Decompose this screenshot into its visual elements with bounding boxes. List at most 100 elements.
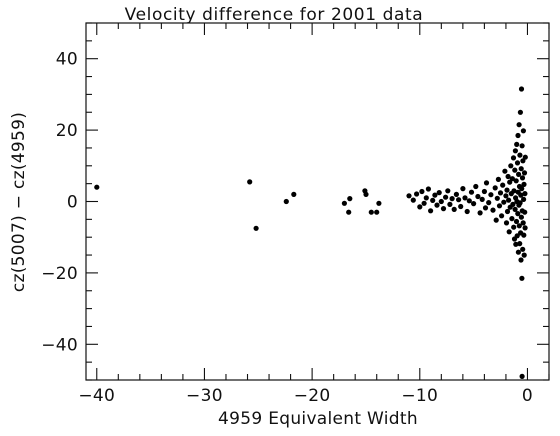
data-point	[451, 206, 457, 212]
data-point	[509, 216, 515, 222]
data-point	[507, 179, 513, 185]
data-point	[513, 241, 519, 247]
data-point	[482, 205, 489, 211]
data-point	[466, 198, 472, 204]
data-point	[517, 109, 524, 115]
data-point	[432, 192, 438, 198]
x-tick-label: −30	[186, 386, 223, 406]
data-point	[521, 196, 527, 202]
data-point	[428, 208, 434, 214]
data-point	[291, 191, 297, 197]
data-point	[468, 189, 475, 195]
data-point	[518, 214, 525, 220]
data-point	[504, 208, 511, 215]
data-point	[519, 143, 525, 149]
data-point	[512, 148, 519, 154]
data-point	[508, 163, 514, 169]
data-point	[434, 202, 440, 208]
data-point	[496, 203, 503, 209]
data-point	[518, 257, 524, 263]
y-axis-label: cz(5007) − cz(4959)	[9, 112, 29, 292]
data-point	[447, 201, 453, 207]
y-tick-label: −20	[41, 264, 78, 284]
x-tick-label: −40	[78, 386, 115, 406]
data-point	[520, 220, 526, 226]
data-point	[522, 209, 528, 215]
data-point	[406, 193, 412, 199]
data-point	[510, 155, 517, 161]
data-point	[453, 191, 459, 197]
data-point	[347, 196, 353, 202]
data-point	[520, 128, 527, 134]
data-point	[517, 241, 523, 247]
data-point	[503, 220, 510, 226]
data-point	[460, 186, 466, 192]
data-point	[511, 188, 517, 194]
data-point	[522, 191, 528, 197]
data-point	[483, 180, 490, 186]
data-point	[512, 206, 518, 212]
data-point	[376, 200, 382, 206]
data-point	[94, 184, 100, 190]
data-point	[449, 196, 455, 202]
data-point	[514, 233, 520, 239]
data-point	[516, 171, 522, 177]
data-point	[494, 195, 500, 201]
data-point	[510, 201, 516, 207]
data-point	[283, 198, 289, 205]
y-tick-labels: −40 −20 0 20 40	[41, 50, 78, 356]
data-point	[421, 200, 427, 206]
data-point	[410, 197, 416, 203]
data-point	[436, 190, 442, 196]
data-point	[518, 166, 524, 172]
data-point	[374, 209, 380, 215]
x-tick-label: −20	[294, 386, 331, 406]
data-point	[520, 246, 526, 252]
data-point	[515, 132, 521, 139]
data-point	[502, 168, 508, 174]
data-point	[414, 191, 420, 197]
data-point	[500, 182, 506, 188]
data-point	[438, 198, 444, 205]
data-point	[506, 197, 512, 203]
data-point	[517, 152, 523, 158]
data-point	[518, 86, 525, 92]
data-point	[486, 200, 492, 206]
data-point	[519, 186, 525, 192]
data-point	[497, 190, 504, 196]
data-point	[488, 192, 494, 198]
data-point	[506, 229, 512, 235]
data-point	[509, 176, 515, 182]
y-tick-label: 0	[67, 193, 78, 213]
data-point	[521, 252, 527, 258]
data-point	[522, 154, 528, 160]
data-point	[473, 183, 479, 190]
data-point	[515, 249, 522, 255]
data-points	[94, 86, 528, 379]
data-point	[253, 225, 259, 231]
data-point	[417, 204, 423, 210]
x-tick-label: 0	[522, 386, 533, 406]
data-point	[505, 173, 511, 180]
data-point	[425, 186, 431, 192]
data-point	[440, 206, 447, 212]
data-point	[504, 187, 510, 193]
data-point	[456, 197, 462, 203]
data-point	[517, 200, 523, 206]
data-point	[445, 188, 451, 194]
data-point	[522, 225, 528, 231]
data-point	[462, 195, 468, 201]
axis-ticks	[86, 22, 550, 381]
data-point	[513, 218, 520, 225]
data-point	[521, 181, 527, 187]
data-point	[499, 213, 505, 219]
data-point	[419, 188, 425, 195]
data-point	[518, 192, 524, 198]
data-point	[515, 211, 521, 217]
data-point	[513, 178, 519, 184]
y-tick-label: 20	[56, 121, 78, 141]
data-point	[423, 195, 429, 201]
y-tick-label: −40	[41, 335, 78, 355]
data-point	[519, 275, 525, 281]
